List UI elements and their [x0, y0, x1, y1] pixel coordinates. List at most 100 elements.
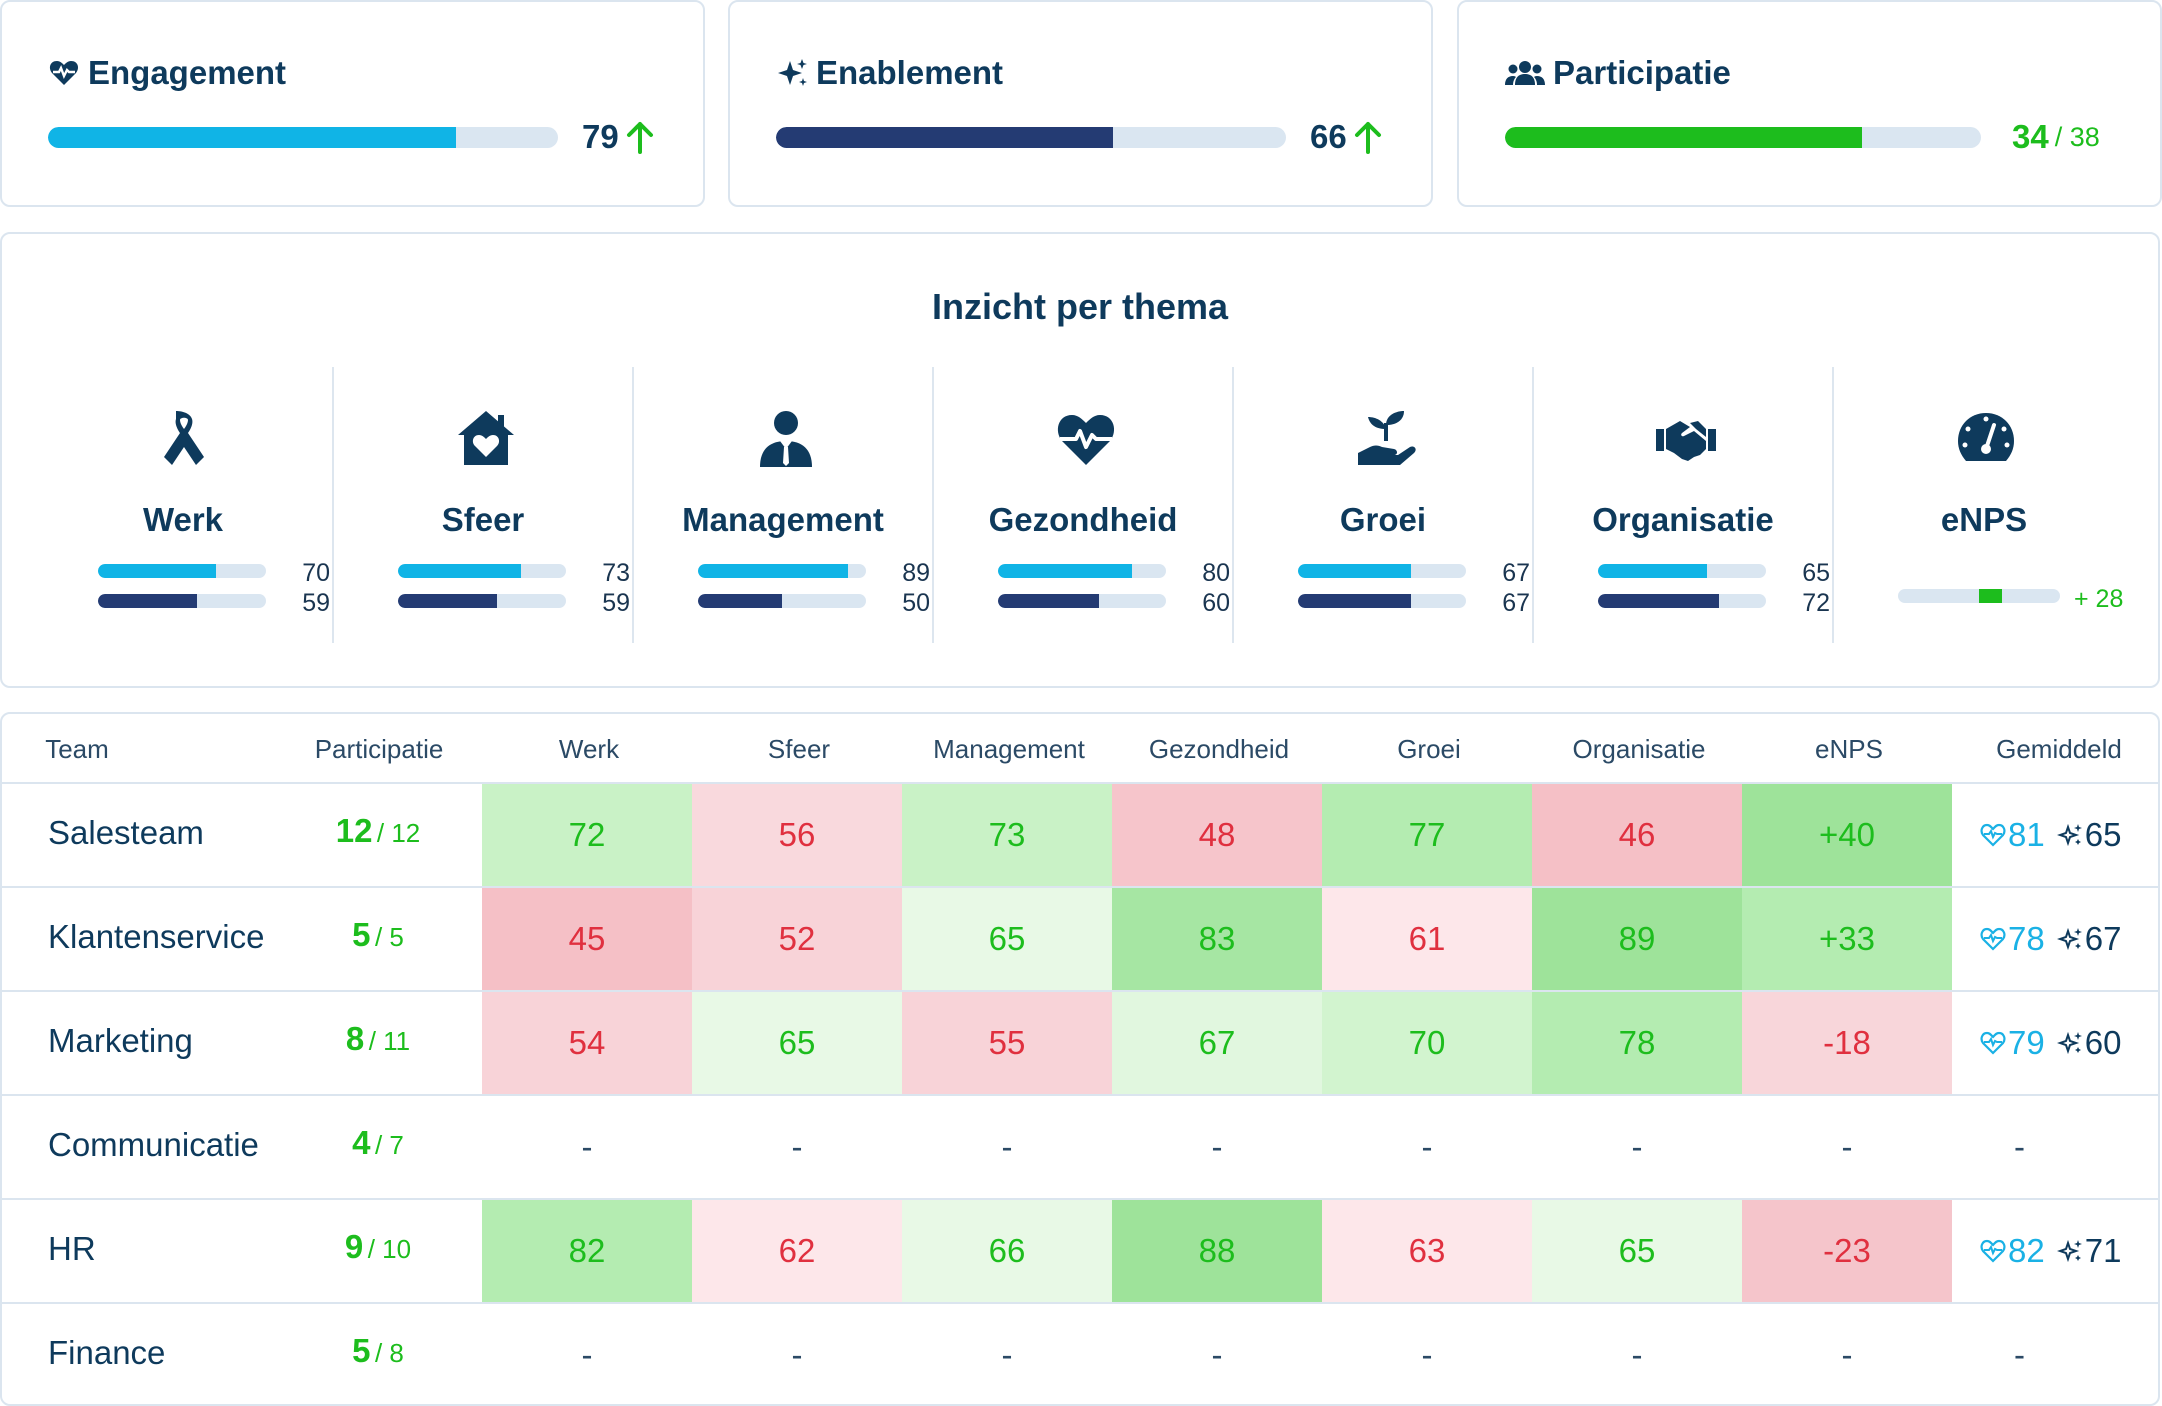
heart-pulse-icon	[1057, 415, 1115, 465]
kpi-title: Engagement	[48, 54, 286, 92]
score-cell: 52	[692, 888, 902, 990]
column-header-groei[interactable]: Groei	[1397, 734, 1461, 764]
score-cell: -	[581, 1128, 593, 1165]
table-row[interactable]: Communicatie 4 / 7 - - - - - - - -	[2, 1096, 2158, 1200]
column-header-werk[interactable]: Werk	[558, 734, 620, 764]
kpi-title: Enablement	[776, 54, 1003, 92]
participation-count: 12 / 12	[335, 812, 421, 849]
score-cell: 89	[1532, 888, 1742, 990]
score-cell: 54	[482, 992, 692, 1094]
team-name: Klantenservice	[48, 918, 265, 955]
theme-name: Groei	[1339, 501, 1427, 538]
score-cell: 61	[1322, 888, 1532, 990]
arrow-up-icon	[1354, 122, 1381, 154]
heart-pulse-icon	[1980, 823, 2006, 847]
table-row[interactable]: Finance 5 / 8 - - - - - - - -	[2, 1304, 2158, 1404]
enablement-score: 67	[1502, 589, 1530, 617]
enablement-bar	[1298, 594, 1466, 608]
theme-organisatie: Organisatie 65 72	[1534, 367, 1834, 643]
kpi-card-participatie: Participatie 34 / 38	[1457, 0, 2162, 207]
theme-name: Sfeer	[441, 501, 525, 538]
column-header-organisatie[interactable]: Organisatie	[1572, 734, 1706, 764]
engagement-score: 80	[1202, 559, 1230, 587]
table-row[interactable]: Salesteam 12 / 12 72 56 73 48 77 46 +40 81 65	[2, 784, 2158, 888]
house-heart-icon	[458, 411, 514, 465]
table-header: Team Participatie Werk Sfeer Management Gezon…	[2, 714, 2158, 784]
score-cell: 73	[902, 784, 1112, 886]
average-scores: -	[2014, 1336, 2025, 1373]
engagement-score: 65	[1802, 559, 1830, 587]
team-table: Team Participatie Werk Sfeer Management Gezon…	[0, 712, 2160, 1406]
participation-count: 4 / 7	[352, 1124, 404, 1161]
heart-pulse-icon	[1980, 1239, 2006, 1263]
kpi-value: 66	[1310, 118, 1383, 156]
sparkles-icon	[778, 59, 807, 86]
column-header-gezondheid[interactable]: Gezondheid	[1148, 734, 1290, 764]
table-row[interactable]: Klantenservice 5 / 5 45 52 65 83 61 89 +33 78 67	[2, 888, 2158, 992]
enablement-bar-fill	[1598, 594, 1719, 608]
enps-bar	[1898, 589, 2060, 603]
average-scores: 82 71	[1980, 1232, 2121, 1270]
theme-sfeer: Sfeer 73 59	[334, 367, 634, 643]
score-cell: -	[1211, 1336, 1223, 1373]
participation-count: 5 / 5	[352, 916, 404, 953]
team-name: Finance	[48, 1334, 166, 1371]
avg-engagement: 81	[2008, 816, 2045, 853]
avg-enablement: 67	[2084, 920, 2122, 957]
score-cell: -	[791, 1128, 803, 1165]
enablement-bar-fill	[98, 594, 198, 608]
column-header-participatie[interactable]: Participatie	[314, 734, 444, 764]
enps-marker	[1979, 589, 2002, 603]
score-cell: 67	[1112, 992, 1322, 1094]
engagement-score: 70	[302, 559, 330, 587]
engagement-bar-fill	[398, 564, 521, 578]
arrow-up-icon	[626, 122, 653, 154]
engagement-score: 89	[902, 559, 930, 587]
engagement-bar	[698, 564, 866, 578]
score-cell: -	[791, 1336, 803, 1373]
average-scores: -	[2014, 1128, 2025, 1165]
engagement-bar	[1298, 564, 1466, 578]
engagement-bar	[998, 564, 1166, 578]
column-header-management[interactable]: Management	[933, 734, 1085, 764]
team-name: Salesteam	[48, 814, 204, 851]
progress-fill	[1505, 127, 1862, 148]
engagement-bar-fill	[1598, 564, 1708, 578]
score-cell: 48	[1112, 784, 1322, 886]
handshake-icon	[1656, 421, 1716, 461]
engagement-bar-fill	[698, 564, 848, 578]
avg-enablement: 71	[2084, 1232, 2122, 1269]
enablement-score: 50	[902, 589, 930, 617]
engagement-score: 67	[1502, 559, 1530, 587]
engagement-score: 73	[602, 559, 630, 587]
engagement-progress-bar	[48, 127, 558, 148]
team-name: Marketing	[48, 1022, 193, 1059]
score-cell: -23	[1742, 1200, 1952, 1302]
score-cell: -	[1211, 1128, 1223, 1165]
sparkles-icon	[2056, 1031, 2082, 1055]
avg-engagement: 82	[2008, 1232, 2045, 1269]
participatie-progress-bar	[1505, 127, 1981, 148]
average-scores: 81 65	[1980, 816, 2121, 854]
enablement-bar	[998, 594, 1166, 608]
enablement-score: 59	[302, 589, 330, 617]
column-header-gemiddeld[interactable]: Gemiddeld	[1996, 734, 2122, 764]
column-header-team[interactable]: Team	[45, 734, 109, 764]
score-cell: 70	[1322, 992, 1532, 1094]
enablement-bar	[1598, 594, 1766, 608]
score-cell: -	[1631, 1128, 1643, 1165]
score-cell: 56	[692, 784, 902, 886]
sparkles-icon	[2056, 1239, 2082, 1263]
column-header-sfeer[interactable]: Sfeer	[767, 734, 831, 764]
score-cell: 55	[902, 992, 1112, 1094]
avg-enablement: 60	[2084, 1024, 2122, 1061]
table-row[interactable]: Marketing 8 / 11 54 65 55 67 70 78 -18 79 60	[2, 992, 2158, 1096]
participation-count: 9 / 10	[344, 1228, 412, 1265]
theme-name: Werk	[142, 501, 224, 538]
score-cell: +40	[1742, 784, 1952, 886]
avg-engagement: 78	[2008, 920, 2045, 957]
theme-werk: Werk 70 59	[34, 367, 334, 643]
table-row[interactable]: HR 9 / 10 82 62 66 88 63 65 -23 82 71	[2, 1200, 2158, 1304]
column-header-enps[interactable]: eNPS	[1815, 734, 1883, 764]
theme-gezondheid: Gezondheid 80 60	[934, 367, 1234, 643]
